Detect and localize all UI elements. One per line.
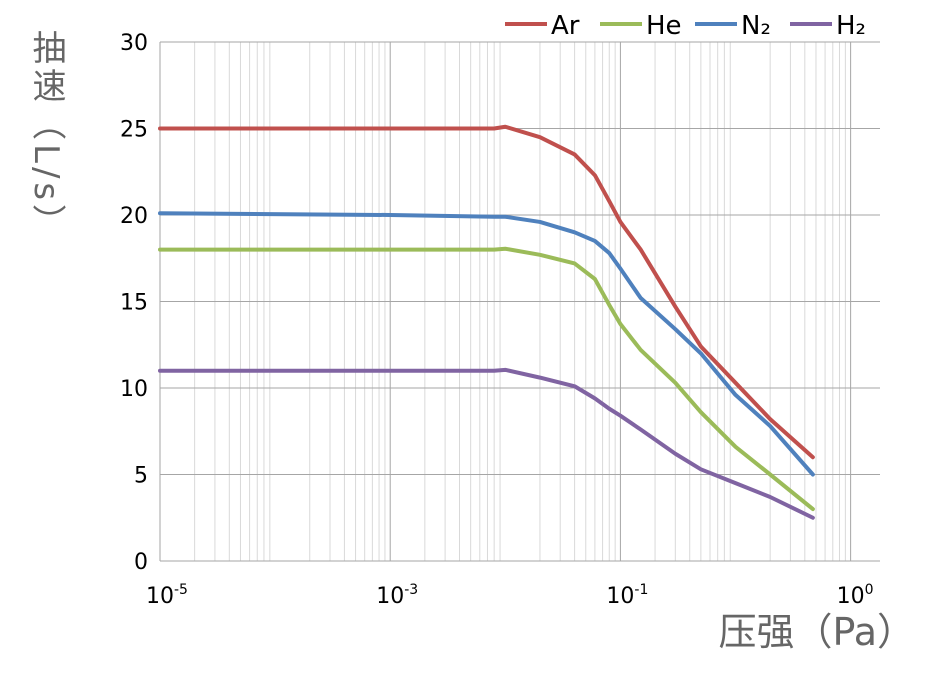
y-tick-label: 15 (120, 291, 148, 316)
x-tick-label: 10-3 (376, 582, 418, 609)
y-tick-label: 25 (120, 118, 148, 143)
y-tick-label: 0 (134, 550, 148, 575)
legend-label: H₂ (836, 11, 866, 41)
y-tick-label: 30 (120, 31, 148, 56)
x-tick-exponent: -1 (634, 582, 648, 598)
x-tick-label: 10-1 (606, 582, 648, 609)
x-tick-base: 10 (146, 584, 174, 609)
y-tick-label: 5 (134, 464, 148, 489)
x-axis-title: 压强（Pa） (719, 610, 916, 654)
x-tick-base: 10 (837, 584, 865, 609)
legend-label: N₂ (741, 11, 771, 41)
x-tick-label: 10-5 (146, 582, 188, 609)
series-line (158, 246, 815, 512)
x-tick-base: 10 (376, 584, 404, 609)
y-axis-title: 抽速（L/s） (26, 30, 66, 243)
x-tick-exponent: -5 (174, 582, 188, 598)
series-line (158, 211, 815, 477)
series-line (158, 124, 815, 460)
legend-label: Ar (551, 11, 580, 41)
x-tick-base: 10 (606, 584, 634, 609)
series-line (158, 367, 815, 520)
x-tick-exponent: -3 (404, 582, 418, 598)
x-tick-exponent: 0 (865, 582, 874, 598)
y-tick-label: 20 (120, 204, 148, 229)
x-tick-label: 100 (837, 582, 874, 609)
legend-label: He (646, 11, 682, 41)
y-tick-label: 10 (120, 377, 148, 402)
